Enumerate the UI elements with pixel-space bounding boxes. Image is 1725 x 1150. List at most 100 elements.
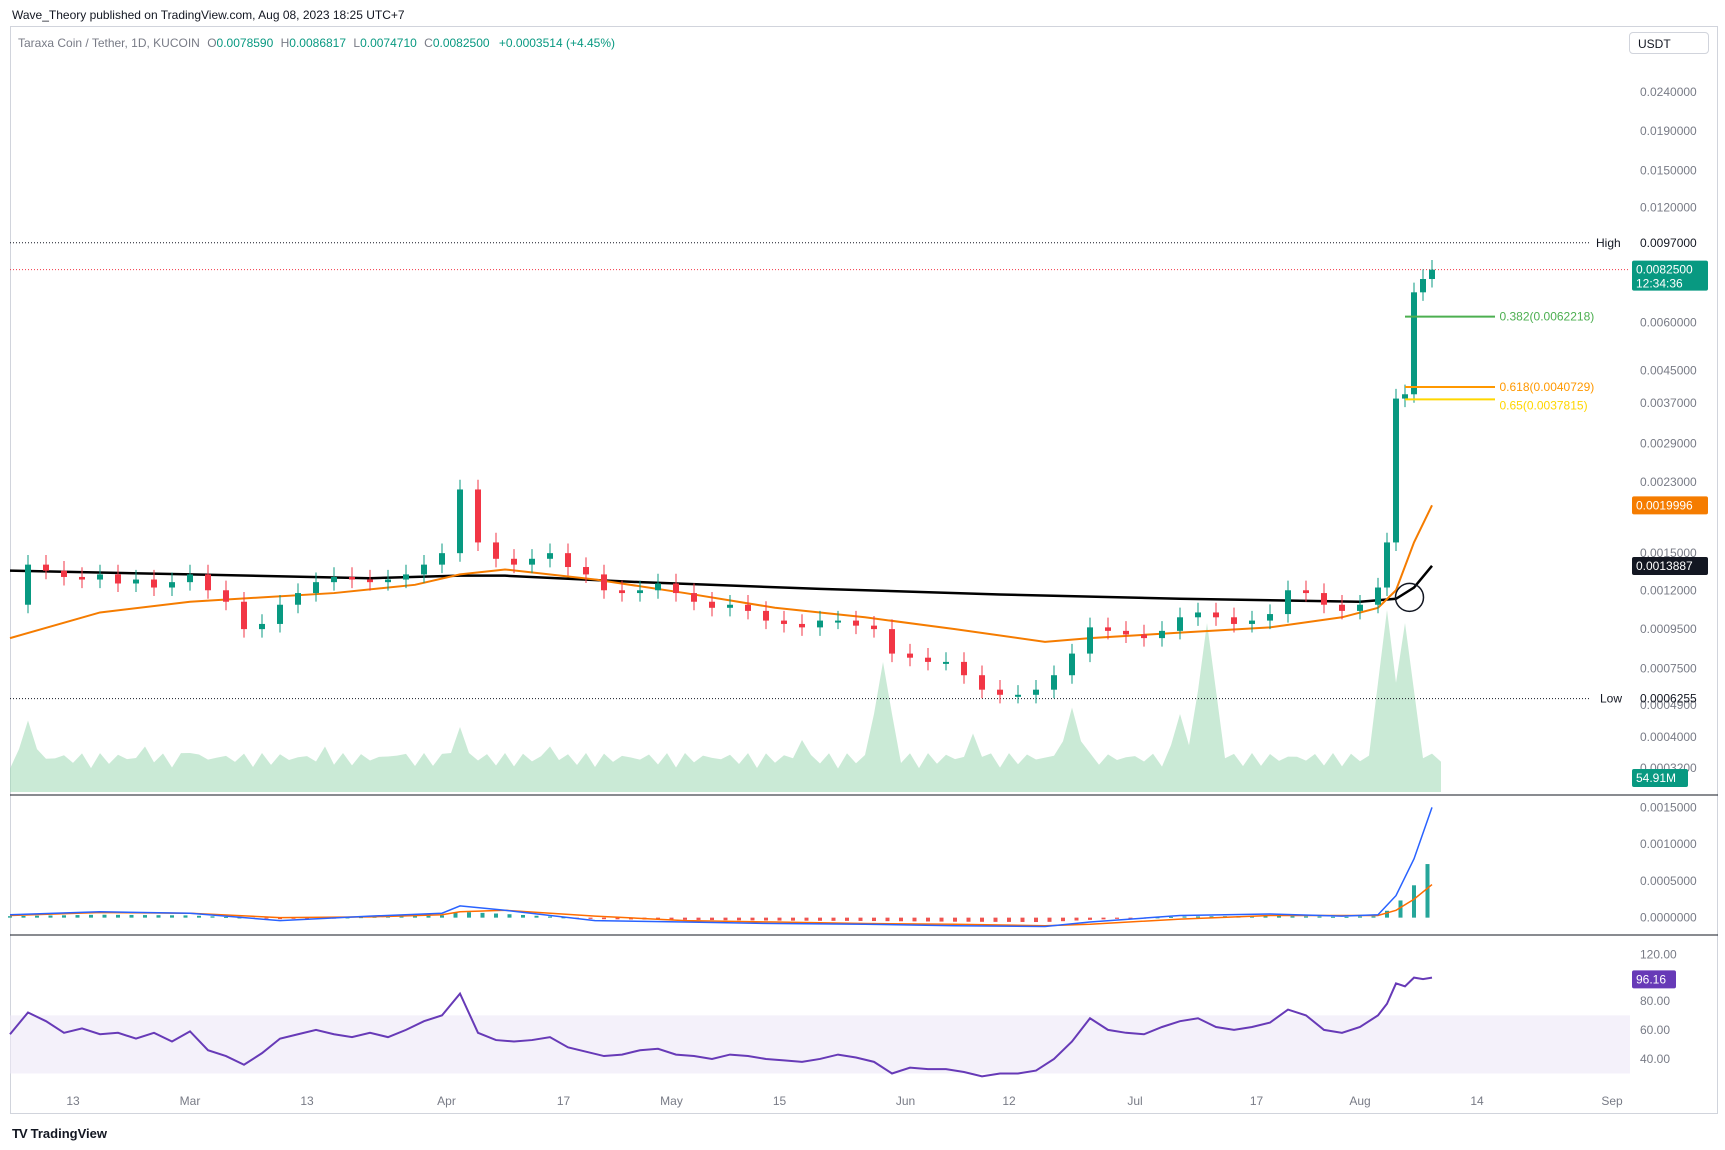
macd-line (9, 807, 1433, 928)
volume-badge: 54.91M (1636, 771, 1676, 785)
candle-body (457, 489, 463, 554)
rsi-band (10, 1015, 1630, 1074)
macd-histogram-bar (926, 917, 930, 922)
change-value: +0.0003514 (+4.45%) (498, 36, 615, 50)
time-axis-tick: 13 (300, 1094, 314, 1108)
low-label: Low (1600, 692, 1622, 706)
time-axis-tick: 14 (1470, 1094, 1484, 1108)
macd-histogram-bar (885, 917, 890, 922)
candle-body (1384, 542, 1390, 588)
last-price-value: 0.0082500 (1636, 263, 1693, 277)
ema-fast-badge-bg (1632, 496, 1708, 515)
macd-histogram-bar (426, 915, 431, 918)
publish-line: Wave_Theory published on TradingView.com… (12, 8, 405, 22)
macd-histogram-bar (494, 913, 498, 918)
candle-body (1051, 675, 1057, 690)
price-axis-tick: 0.0012000 (1640, 583, 1697, 597)
candle-body (601, 574, 607, 591)
macd-histogram-bar (602, 917, 606, 920)
macd-histogram-bar (8, 916, 12, 918)
macd-histogram-bar (48, 915, 53, 918)
candle-body (943, 661, 949, 664)
rsi-axis-tick: 40.00 (1640, 1052, 1670, 1066)
candle-body (403, 574, 409, 580)
macd-histogram-bar (521, 915, 525, 918)
close-key: C (424, 36, 433, 50)
macd-histogram-bar (89, 914, 93, 918)
candle-body (1141, 634, 1147, 639)
macd-histogram-bar (912, 917, 917, 922)
macd-histogram-bar (1155, 917, 1160, 919)
candle-body (115, 574, 121, 584)
candle-body (367, 579, 373, 583)
macd-histogram-bar (197, 915, 201, 918)
macd-axis-tick: 0.0015000 (1640, 800, 1697, 814)
candle-body (187, 574, 193, 583)
price-axis-tick: 0.0120000 (1640, 200, 1697, 214)
candle-body (763, 610, 769, 621)
close-value: 0.0082500 (432, 36, 490, 50)
candle-body (1123, 630, 1129, 635)
price-axis-tick: 0.0060000 (1640, 316, 1697, 330)
candle-body (1429, 269, 1435, 280)
macd-histogram-bar (1182, 916, 1187, 918)
candle-body (925, 657, 931, 662)
macd-histogram-bar (1425, 864, 1430, 918)
candle-body (1069, 653, 1075, 676)
time-axis-tick: Aug (1349, 1094, 1370, 1108)
tradingview-logo[interactable]: TV TradingView (12, 1126, 107, 1141)
macd-histogram-bar (831, 917, 836, 921)
macd-histogram-bar (224, 916, 228, 918)
price-axis-tick: 0.0007500 (1640, 661, 1697, 675)
candle-body (889, 629, 895, 654)
high-value: 0.0097000 (1640, 236, 1697, 250)
open-value: 0.0078590 (216, 36, 274, 50)
open-key: O (207, 36, 217, 50)
macd-histogram-bar (1088, 917, 1092, 920)
macd-histogram-bar (1074, 917, 1079, 921)
macd-histogram-bar (440, 915, 444, 918)
candle-body (1033, 689, 1039, 695)
low-value: 0.0074710 (360, 36, 417, 50)
macd-histogram-bar (615, 917, 620, 920)
macd-histogram-bar (818, 917, 822, 921)
currency-button[interactable]: USDT (1629, 32, 1709, 54)
macd-histogram-bar (710, 917, 714, 921)
macd-histogram-bar (1209, 916, 1214, 918)
low-key: L (353, 36, 361, 50)
macd-histogram-bar (1398, 900, 1403, 918)
macd-histogram-bar (480, 912, 485, 918)
price-axis-tick: 0.0009500 (1640, 622, 1697, 636)
crossover-circle (1394, 582, 1425, 613)
macd-histogram-bar (1034, 917, 1038, 923)
candle-body (1285, 590, 1291, 615)
macd-histogram-bar (1007, 917, 1011, 922)
macd-histogram-bar (980, 917, 984, 922)
rsi-axis-tick: 60.00 (1640, 1023, 1670, 1037)
fib-label: 0.65(0.0037815) (1500, 398, 1588, 412)
candle-body (709, 601, 715, 608)
time-axis-tick: 13 (66, 1094, 80, 1108)
macd-histogram-bar (966, 917, 971, 922)
candle-body (349, 576, 355, 580)
macd-histogram-bar (1061, 917, 1065, 922)
candle-body (817, 620, 823, 628)
candle-body (277, 604, 283, 624)
candle-body (133, 579, 139, 584)
macd-histogram-bar (399, 916, 404, 918)
candle-body (79, 576, 85, 580)
rsi-line (9, 976, 1433, 1078)
macd-histogram-bar (1371, 916, 1376, 918)
ema-fast-line (9, 504, 1433, 643)
candle-body (1177, 617, 1183, 631)
macd-histogram-bar (764, 917, 768, 921)
macd-histogram-bar (1277, 915, 1281, 918)
price-axis-tick: 0.0015000 (1640, 546, 1697, 560)
time-axis-tick: Sep (1601, 1094, 1623, 1108)
candle-body (385, 579, 391, 583)
candle-body (1402, 394, 1408, 399)
candle-body (25, 564, 31, 605)
macd-axis-tick: 0.0000000 (1640, 911, 1697, 925)
candle-body (1375, 587, 1381, 605)
